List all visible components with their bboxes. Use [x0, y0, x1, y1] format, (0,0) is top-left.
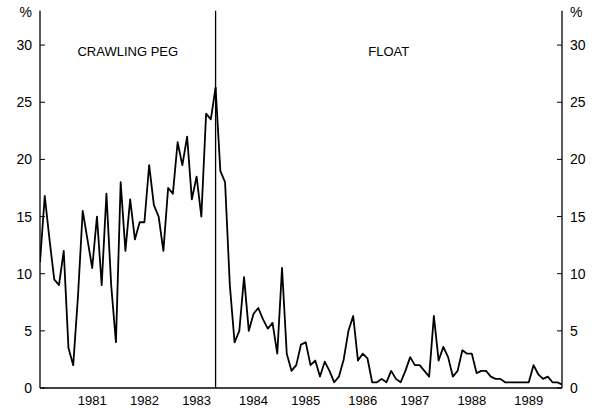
x-tick-label: 1982 [130, 393, 159, 408]
y-tick-label: 25 [570, 94, 586, 110]
y-tick-label: 25 [16, 94, 32, 110]
y-tick-label: 0 [24, 380, 32, 396]
y-tick-label: 10 [16, 266, 32, 282]
y-tick-label: 5 [570, 323, 578, 339]
x-tick-label: 1983 [182, 393, 211, 408]
y-axis-label: % [20, 4, 32, 20]
x-tick-label: 1984 [239, 393, 268, 408]
regime-divider [215, 11, 216, 388]
right-axis [561, 11, 562, 388]
y-tick [40, 45, 45, 46]
chart: 0 0 5 5 10 10 15 15 20 20 25 25 30 30%% 1981 1982 1983 19… [0, 0, 600, 408]
regime-label: CRAWLING PEG [77, 44, 178, 59]
y-tick [557, 45, 562, 46]
y-axis-label: % [570, 4, 582, 20]
y-tick [557, 216, 562, 217]
y-tick-label: 10 [570, 266, 586, 282]
x-tick-label: 1986 [348, 393, 377, 408]
y-tick-label: 5 [24, 323, 32, 339]
y-tick-label: 20 [570, 151, 586, 167]
y-tick-label: 0 [570, 380, 578, 396]
series-line [40, 87, 216, 365]
x-tick-label: 1981 [78, 393, 107, 408]
plot-area [40, 87, 562, 384]
left-axis [39, 11, 40, 388]
y-tick-label: 15 [16, 209, 32, 225]
y-tick [557, 273, 562, 274]
y-tick [40, 330, 45, 331]
y-tick [40, 273, 45, 274]
y-tick-label: 30 [16, 37, 32, 53]
y-tick [557, 159, 562, 160]
y-tick-label: 30 [570, 37, 586, 53]
x-tick-label: 1989 [514, 393, 543, 408]
y-tick [40, 388, 45, 389]
x-tick-label: 1985 [291, 393, 320, 408]
regime-label: FLOAT [368, 44, 409, 59]
y-tick [557, 330, 562, 331]
x-tick-label: 1987 [400, 393, 429, 408]
y-tick-label: 15 [570, 209, 586, 225]
series-line [216, 87, 562, 384]
y-tick [40, 102, 45, 103]
x-axis [40, 387, 562, 388]
y-tick [557, 388, 562, 389]
y-tick-label: 20 [16, 151, 32, 167]
x-tick-label: 1988 [457, 393, 486, 408]
y-tick [40, 159, 45, 160]
y-tick [557, 102, 562, 103]
